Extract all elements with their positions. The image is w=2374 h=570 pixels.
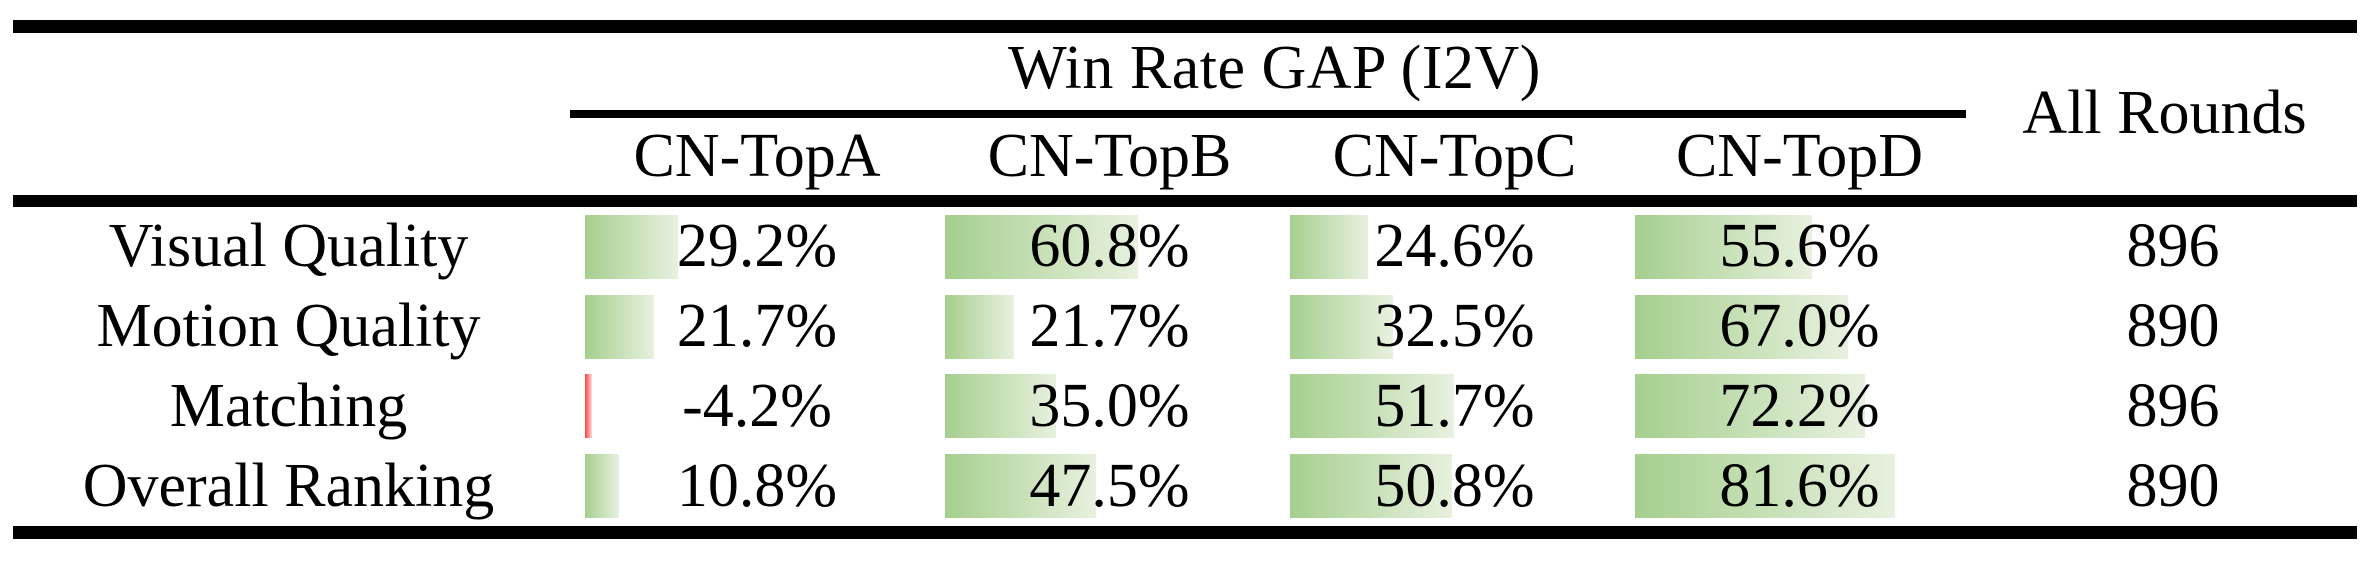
- win-rate-value: 60.8%: [1029, 212, 1190, 281]
- row-label-column-header: [0, 118, 577, 194]
- header-body-separator-rule: [13, 195, 2357, 207]
- positive-data-bar: [585, 214, 678, 279]
- win-rate-value: 29.2%: [676, 212, 838, 281]
- table-row: Visual Quality 29.2% 60.8% 24.6% 55.6% 896: [0, 207, 2374, 287]
- win-rate-cell: 72.2%: [1627, 367, 1972, 447]
- column-header-cn-topa: CN-TopA: [633, 121, 881, 190]
- win-rate-value: -4.2%: [682, 371, 832, 440]
- table-row: Overall Ranking 10.8% 47.5% 50.8% 81.6% 890: [0, 446, 2374, 526]
- negative-data-bar: [585, 374, 592, 439]
- positive-data-bar: [585, 294, 654, 359]
- group-header-title: Win Rate GAP (I2V): [1008, 33, 1541, 102]
- win-rate-cell: 60.8%: [937, 207, 1282, 287]
- win-rate-cell: 81.6%: [1627, 446, 1972, 526]
- win-rate-cell: 29.2%: [577, 207, 937, 287]
- positive-data-bar: [1635, 294, 1849, 359]
- positive-data-bar: [945, 374, 1057, 439]
- column-header-row: CN-TopA CN-TopB CN-TopC CN-TopD: [0, 118, 2374, 194]
- win-rate-value: 21.7%: [676, 292, 838, 361]
- win-rate-value: 51.7%: [1374, 371, 1535, 440]
- positive-data-bar: [1290, 214, 1369, 279]
- positive-data-bar: [585, 454, 620, 519]
- win-rate-value: 32.5%: [1374, 292, 1535, 361]
- all-rounds-value: 896: [2126, 212, 2220, 281]
- positive-data-bar: [1290, 454, 1452, 519]
- row-label: Visual Quality: [108, 212, 469, 281]
- win-rate-cell: 32.5%: [1282, 287, 1627, 367]
- win-rate-value: 50.8%: [1374, 451, 1535, 520]
- table-row: Motion Quality 21.7% 21.7% 32.5% 67.0% 890: [0, 287, 2374, 367]
- table-bottom-rule: [13, 526, 2357, 539]
- positive-data-bar: [1635, 454, 1895, 519]
- positive-data-bar: [1290, 294, 1394, 359]
- positive-data-bar: [945, 214, 1139, 279]
- win-rate-cell: 55.6%: [1627, 207, 1972, 287]
- win-rate-value: 67.0%: [1719, 292, 1880, 361]
- win-rate-cell: -4.2%: [577, 367, 937, 447]
- row-label: Motion Quality: [96, 292, 481, 361]
- win-rate-cell: 50.8%: [1282, 446, 1627, 526]
- positive-data-bar: [1635, 374, 1865, 439]
- all-rounds-value: 890: [2126, 451, 2220, 520]
- table-row: Matching -4.2% 35.0% 51.7% 72.2% 896: [0, 367, 2374, 447]
- win-rate-cell: 67.0%: [1627, 287, 1972, 367]
- row-label: Matching: [169, 371, 408, 440]
- win-rate-cell: 21.7%: [937, 287, 1282, 367]
- column-header-cn-topc: CN-TopC: [1332, 121, 1577, 190]
- win-rate-value: 35.0%: [1029, 371, 1190, 440]
- positive-data-bar: [945, 294, 1014, 359]
- win-rate-value: 47.5%: [1029, 451, 1190, 520]
- win-rate-cell: 24.6%: [1282, 207, 1627, 287]
- win-rate-value: 24.6%: [1374, 212, 1535, 281]
- row-label: Overall Ranking: [82, 451, 495, 520]
- win-rate-cell: 10.8%: [577, 446, 937, 526]
- win-rate-cell: 21.7%: [577, 287, 937, 367]
- win-rate-cell: 51.7%: [1282, 367, 1627, 447]
- win-rate-value: 10.8%: [676, 451, 838, 520]
- table-body: Visual Quality 29.2% 60.8% 24.6% 55.6% 896 Mot…: [0, 207, 2374, 526]
- all-rounds-value: 890: [2126, 292, 2220, 361]
- positive-data-bar: [945, 454, 1097, 519]
- table-top-rule: [13, 20, 2357, 33]
- win-rate-cell: 35.0%: [937, 367, 1282, 447]
- win-rate-value: 72.2%: [1719, 371, 1880, 440]
- win-rate-value: 21.7%: [1029, 292, 1190, 361]
- positive-data-bar: [1635, 214, 1812, 279]
- all-rounds-value: 896: [2126, 371, 2220, 440]
- win-rate-value: 55.6%: [1719, 212, 1880, 281]
- group-header-underline-rule: [570, 110, 1966, 118]
- column-header-cn-topd: CN-TopD: [1675, 121, 1924, 190]
- positive-data-bar: [1290, 374, 1455, 439]
- win-rate-cell: 47.5%: [937, 446, 1282, 526]
- win-rate-value: 81.6%: [1719, 451, 1880, 520]
- all-rounds-column-header: All Rounds: [2022, 79, 2307, 147]
- column-header-cn-topb: CN-TopB: [987, 121, 1232, 190]
